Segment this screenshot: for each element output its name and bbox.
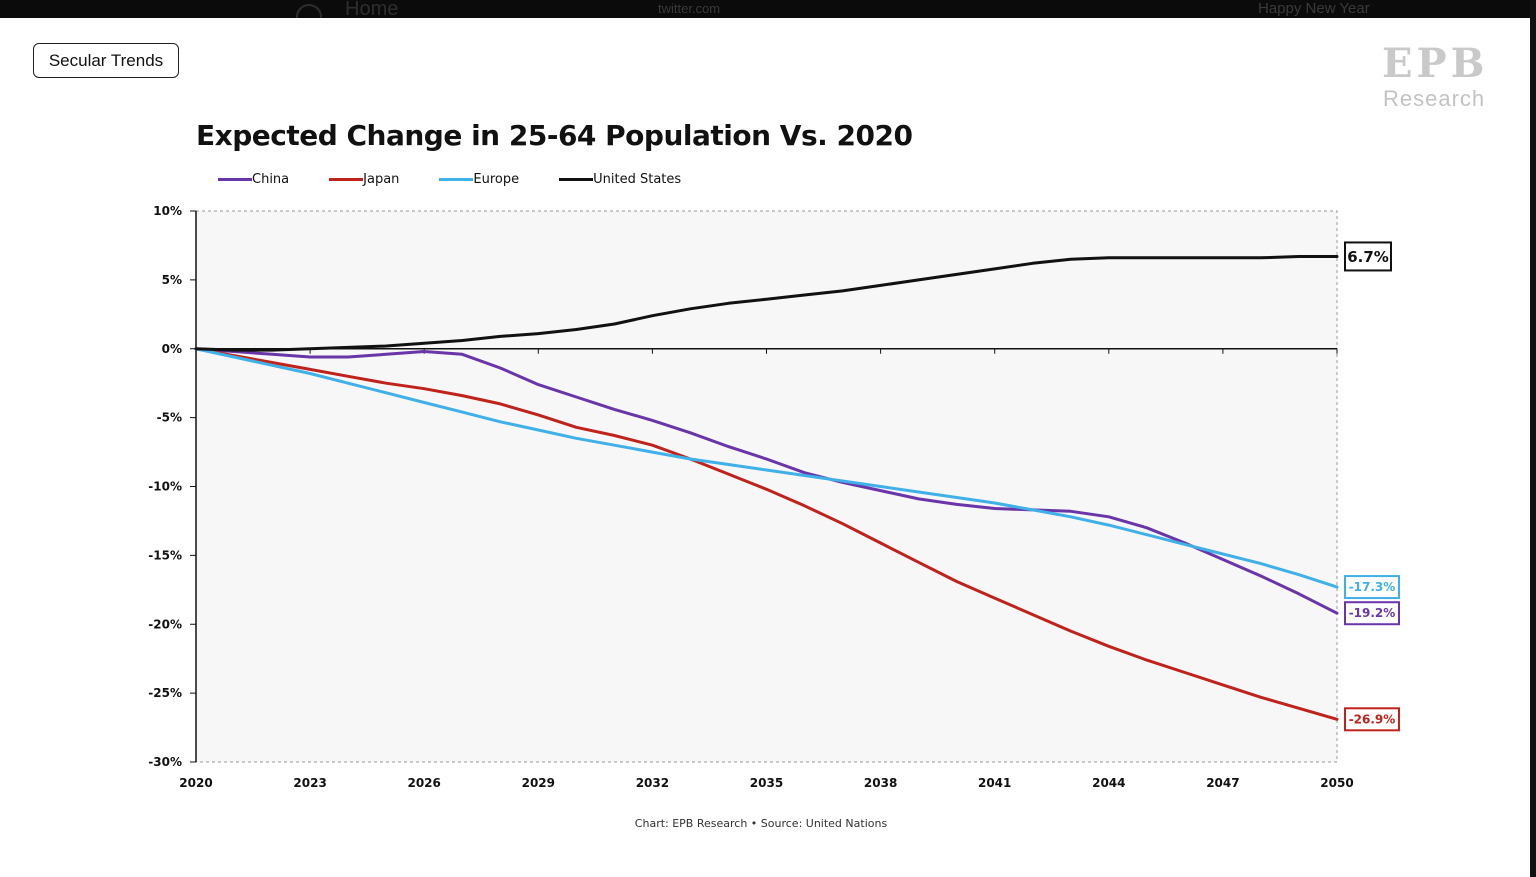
series-line-united-states [194,255,1339,352]
x-tick-label: 2041 [978,776,1011,790]
y-tick-label: -20% [148,617,182,631]
y-tick-label: -5% [157,411,182,425]
end-label-europe: -17.3% [1349,580,1396,594]
end-label-box-china [1344,601,1400,626]
legend-item-china: China [218,170,289,188]
x-tick-label: 2047 [1206,776,1239,790]
x-tick-label: 2023 [293,776,326,790]
logo-word: Research [1383,86,1486,111]
x-tick-label: 2026 [407,776,440,790]
x-tick-label: 2038 [864,776,897,790]
epb-research-logo: EPB Research [1378,40,1498,112]
series-line-japan [194,347,1339,721]
home-label[interactable]: Home [345,0,399,18]
series-line-china [194,347,1339,615]
end-label-japan: -26.9% [1349,712,1396,726]
legend-swatch-europe [439,177,474,181]
y-tick-label: -25% [148,686,182,700]
legend-swatch-china [218,177,252,181]
logo-mark: EPB [1382,40,1489,87]
browser-top-bar: Home twitter.com Happy New Year [0,0,1536,18]
legend-item-europe: Europe [439,170,519,188]
y-tick-label: 5% [162,273,182,287]
legend-label-united-states: United States [593,171,682,187]
x-tick-label: 2035 [750,776,783,790]
legend-item-united-states: United States [559,170,681,188]
x-tick-label: 2032 [636,776,669,790]
end-label-box-europe [1344,575,1400,600]
y-tick-label: -15% [148,548,182,562]
x-tick-label: 2029 [522,776,555,790]
right-edge-divider [1530,0,1536,877]
chart-legend: China Japan Europe United States [218,170,721,188]
secular-trends-tag: Secular Trends [33,43,179,78]
end-label-box-japan [1344,707,1400,732]
series-line-europe [194,347,1339,589]
y-tick-label: -30% [148,755,182,769]
chart-source-note: Chart: EPB Research • Source: United Nat… [634,817,888,830]
legend-swatch-united-states [559,177,594,181]
legend-item-japan: Japan [329,170,399,188]
x-tick-label: 2044 [1092,776,1125,790]
banner-label: Happy New Year [1258,0,1370,17]
legend-label-china: China [252,171,290,187]
y-tick-label: -10% [148,480,182,494]
home-icon[interactable] [296,4,322,18]
chart-title: Expected Change in 25-64 Population Vs. … [196,119,913,152]
y-tick-label: 0% [162,342,182,356]
site-label: twitter.com [658,1,721,16]
y-tick-label: 10% [153,204,182,218]
end-label-china: -19.2% [1349,606,1396,620]
legend-swatch-japan [329,177,364,181]
legend-label-japan: Japan [363,171,400,187]
end-label-box-united-states [1344,241,1392,272]
end-label-united-states: 6.7% [1347,248,1389,266]
x-tick-label: 2050 [1320,776,1353,790]
x-tick-label: 2020 [179,776,212,790]
legend-label-europe: Europe [473,171,520,187]
plot-area [195,210,1338,763]
